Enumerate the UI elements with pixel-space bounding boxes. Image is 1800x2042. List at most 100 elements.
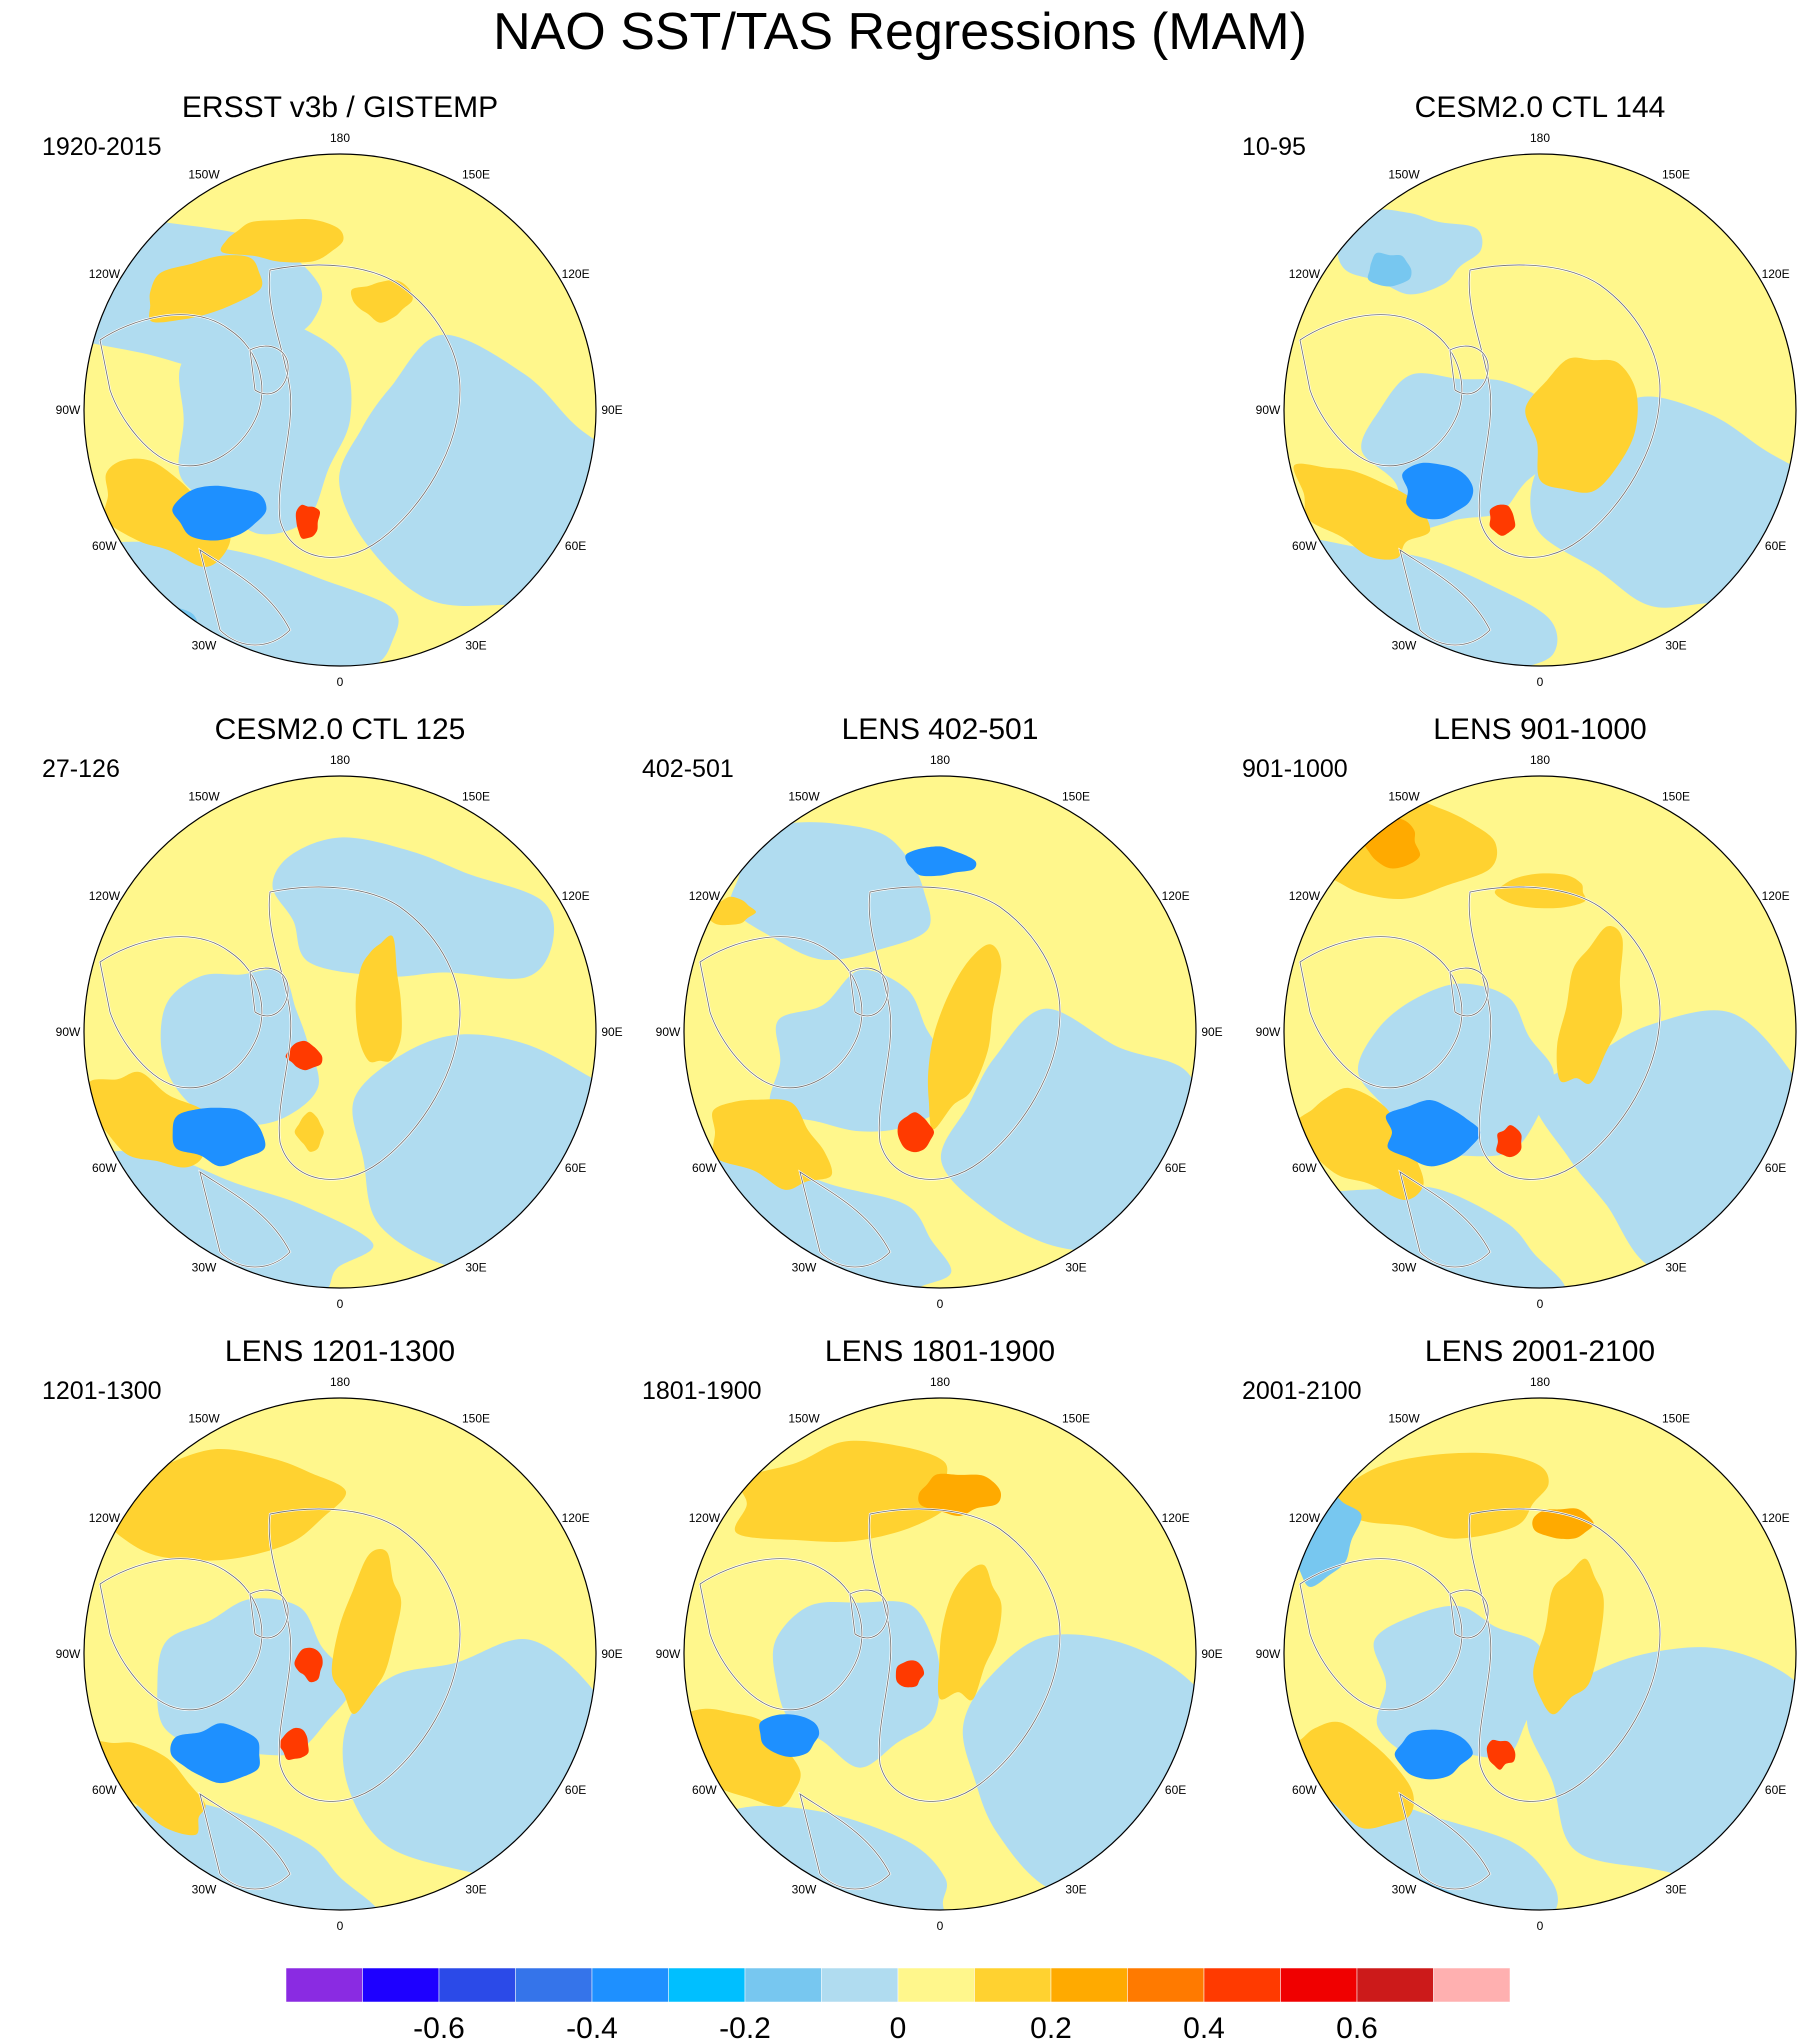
panel-years: 901-1000	[1242, 755, 1348, 783]
coastline-dark	[1468, 886, 1661, 1180]
longitude-label: 30W	[192, 1883, 217, 1897]
anomaly-region	[1373, 1605, 1549, 1759]
map-panel-lens-901: LENS 901-1000 901-1000 180150E120E90E60E…	[1240, 712, 1800, 1332]
longitude-label: 90W	[56, 403, 81, 417]
longitude-label: 30W	[192, 639, 217, 653]
colorbar-swatch	[1050, 1968, 1128, 2003]
anomaly-region	[272, 837, 555, 979]
coastline-dark	[199, 1171, 291, 1268]
colorbar-swatch	[821, 1968, 899, 2003]
anomaly-region	[1489, 504, 1516, 536]
longitude-label: 60W	[92, 539, 117, 553]
anomaly-region	[1385, 1099, 1481, 1167]
longitude-label: 0	[337, 1919, 344, 1933]
anomaly-region	[927, 944, 1002, 1130]
anomaly-region	[355, 935, 402, 1063]
colorbar-swatch	[1280, 1968, 1358, 2003]
panel-title: LENS 402-501	[841, 713, 1039, 746]
longitude-label: 180	[1530, 1375, 1550, 1389]
longitude-label: 60W	[1292, 539, 1317, 553]
coastline-dark	[1468, 1508, 1661, 1802]
longitude-label: 150W	[1388, 789, 1420, 803]
coastline-dark	[249, 1589, 289, 1639]
longitude-label: 150E	[1662, 789, 1690, 803]
coastline-dark	[1399, 1171, 1491, 1268]
figure-title: NAO SST/TAS Regressions (MAM)	[493, 3, 1307, 61]
anomaly-region	[1394, 1729, 1473, 1780]
longitude-label: 150E	[1662, 1411, 1690, 1425]
longitude-label: 30W	[792, 1261, 817, 1275]
anomaly-region	[918, 1473, 1002, 1517]
longitude-label: 60W	[692, 1161, 717, 1175]
anomaly-region	[1496, 1125, 1522, 1158]
colorbar-swatch	[744, 1968, 822, 2003]
anomaly-field	[1284, 1398, 1796, 1910]
anomaly-field	[684, 776, 1196, 1288]
anomaly-region	[937, 1564, 1002, 1701]
longitude-label: 90E	[1201, 1647, 1222, 1661]
panel-years: 1801-1900	[642, 1377, 762, 1405]
longitude-label: 180	[1530, 131, 1550, 145]
map-border	[1283, 153, 1797, 667]
coastline-dark	[268, 1508, 461, 1802]
map-panel-ersst: ERSST v3b / GISTEMP 1920-2015 180 150E 120…	[40, 90, 640, 710]
anomaly-region	[734, 1440, 950, 1542]
longitude-label: 180	[1530, 753, 1550, 767]
colorbar-label: 0	[890, 2012, 907, 2042]
longitude-label: 90W	[56, 1647, 81, 1661]
longitude-label: 30W	[1392, 1883, 1417, 1897]
longitude-label: 60E	[1165, 1161, 1186, 1175]
coastline-dark	[249, 345, 289, 395]
longitude-label: 60W	[1292, 1161, 1317, 1175]
coastline-dark	[99, 936, 263, 1089]
colorbar-swatch	[897, 1968, 975, 2003]
map-border	[83, 775, 597, 1289]
anomaly-region	[1525, 357, 1638, 493]
longitude-label: 120E	[562, 267, 590, 281]
coastline-dark	[799, 1171, 891, 1268]
longitude-label: 180	[330, 131, 350, 145]
anomaly-region	[172, 1107, 266, 1167]
coastline-dark	[1299, 314, 1463, 467]
panel-years: 1920-2015	[42, 133, 162, 161]
map-border	[1283, 1397, 1797, 1911]
coastline-dark	[868, 886, 1061, 1180]
anomaly-field	[684, 1398, 1196, 1910]
anomaly-region	[294, 1111, 324, 1152]
background-field	[684, 1398, 1196, 1910]
coastline-dark	[99, 1558, 263, 1711]
anomaly-field	[84, 154, 596, 666]
longitude-label: 90E	[1201, 1025, 1222, 1039]
longitude-label: 60W	[1292, 1783, 1317, 1797]
panel-years: 1201-1300	[42, 1377, 162, 1405]
anomaly-region	[730, 822, 931, 961]
colorbar-swatch	[591, 1968, 669, 2003]
panel-title: CESM2.0 CTL 125	[214, 713, 466, 746]
anomaly-region	[149, 255, 263, 323]
longitude-label: 60E	[1165, 1783, 1186, 1797]
longitude-label: 150E	[462, 789, 490, 803]
map-border	[83, 1397, 597, 1911]
longitude-label: 0	[1537, 1297, 1544, 1311]
colorbar-label: 0.2	[1030, 2012, 1072, 2042]
coastline-dark	[1299, 936, 1463, 1089]
colorbar-swatch	[362, 1968, 440, 2003]
anomaly-region	[712, 1099, 833, 1190]
anomaly-region	[1556, 926, 1623, 1085]
anomaly-region	[769, 969, 949, 1132]
coastline-dark	[849, 967, 889, 1017]
longitude-label: 150E	[1062, 789, 1090, 803]
anomaly-region	[157, 1598, 353, 1756]
longitude-label: 150W	[1388, 167, 1420, 181]
longitude-label: 90W	[656, 1647, 681, 1661]
longitude-label: 120W	[1289, 889, 1321, 903]
panel-years: 402-501	[642, 755, 734, 783]
longitude-label: 60E	[565, 1161, 586, 1175]
anomaly-region	[1402, 462, 1474, 520]
anomaly-region	[1486, 1739, 1516, 1770]
map-panel-cesm-ctl-144: CESM2.0 CTL 144 10-95 180150E120E90E60E3…	[1240, 90, 1800, 710]
longitude-label: 60E	[1765, 539, 1786, 553]
anomaly-region	[897, 1112, 935, 1153]
